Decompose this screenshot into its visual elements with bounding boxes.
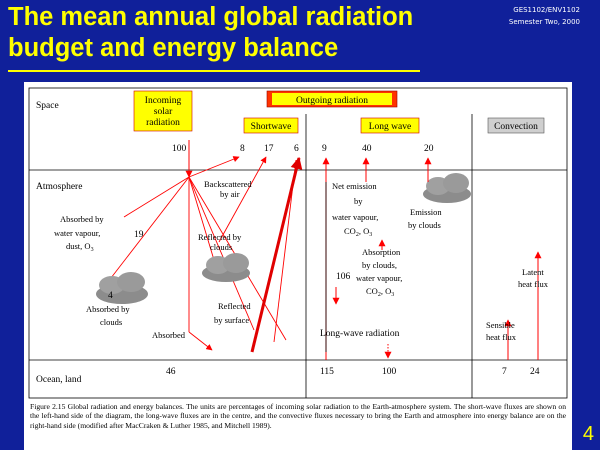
label-net-emission-4: CO2, O3 <box>344 226 372 238</box>
value-absorbed-surface: 46 <box>166 367 176 377</box>
label-absorbed-vapour-2: water vapour, <box>54 228 100 238</box>
title-line-2: budget and energy balance <box>8 34 339 62</box>
label-backscattered-2: by air <box>220 189 240 199</box>
incoming-box <box>133 90 193 132</box>
longwave-label: Long wave <box>369 122 411 132</box>
diagram-frame <box>28 87 568 399</box>
label-reflected-surface-1: Reflected <box>218 301 251 311</box>
convection-label: Convection <box>494 122 538 132</box>
value-sensible: 7 <box>502 367 507 377</box>
reflected-surface-arrow <box>250 156 303 353</box>
label-reflected-clouds-2: clouds <box>210 242 232 252</box>
value-incoming: 100 <box>172 144 187 154</box>
label-longwave-radiation: Long-wave radiation <box>320 329 400 339</box>
longwave-box <box>360 117 420 134</box>
label-backscattered-1: Backscattered <box>204 179 252 189</box>
label-absorption-3: water vapour, <box>356 273 402 283</box>
label-absorption-4: CO2, O3 <box>366 286 394 298</box>
figure-caption: Figure 2.15 Global radiation and energy … <box>30 402 566 430</box>
layer-ocean: Ocean, land <box>36 375 82 385</box>
value-reflected-clouds: 17 <box>264 144 274 154</box>
label-absorbed-clouds-1: Absorbed by <box>86 304 130 314</box>
label-absorbed-vapour-1: Absorbed by <box>60 214 104 224</box>
label-latent-2: heat flux <box>518 279 549 289</box>
shortwave-box <box>243 117 299 134</box>
title-underline <box>8 70 420 72</box>
cloud-right-icon <box>423 173 471 203</box>
slide-title: The mean annual global radiation budget … <box>8 2 488 64</box>
label-absorption-2: by clouds, <box>362 260 397 270</box>
energy-balance-diagram: Space Atmosphere Ocean, land Incoming so… <box>28 87 568 399</box>
course-code: GES1102/ENV1102 <box>513 6 580 14</box>
layer-space: Space <box>36 101 59 111</box>
value-lw-clouds: 20 <box>424 144 434 154</box>
label-absorbed-vapour-3: dust, O3 <box>66 241 94 253</box>
cloud-middle-icon <box>202 253 250 282</box>
label-absorbed-clouds-2: clouds <box>100 317 122 327</box>
label-reflected-surface-2: by surface <box>214 315 249 325</box>
value-absorbed-vapour: 19 <box>134 230 144 240</box>
label-absorption-1: Absorption <box>362 247 401 257</box>
label-absorbed: Absorbed <box>152 330 186 340</box>
title-line-1: The mean annual global radiation <box>8 3 414 31</box>
label-emission-clouds-1: Emission <box>410 207 442 217</box>
value-lw-absorbed: 106 <box>336 272 351 282</box>
page-number: 4 <box>582 423 594 445</box>
label-emission-clouds-2: by clouds <box>408 220 441 230</box>
outgoing-inner <box>272 93 392 105</box>
convection-box <box>487 117 545 134</box>
shortwave-fan <box>103 156 297 351</box>
label-sensible-2: heat flux <box>486 332 517 342</box>
value-reflected-surface: 6 <box>294 144 299 154</box>
diagram-panel: Space Atmosphere Ocean, land Incoming so… <box>24 82 572 450</box>
label-net-emission-3: water vapour, <box>332 212 378 222</box>
value-lw-escape: 9 <box>322 144 327 154</box>
value-lw-net: 40 <box>362 144 372 154</box>
shortwave-label: Shortwave <box>251 122 292 132</box>
label-latent-1: Latent <box>522 267 544 277</box>
semester-label: Semester Two, 2000 <box>508 18 580 26</box>
label-reflected-clouds-1: Reflected by <box>198 232 242 242</box>
label-sensible-1: Sensible <box>486 320 515 330</box>
value-absorbed-clouds: 4 <box>108 291 113 301</box>
layer-atmosphere: Atmosphere <box>36 182 82 192</box>
cloud-left-icon <box>96 272 148 304</box>
value-lw-down: 100 <box>382 367 397 377</box>
label-net-emission-2: by <box>354 196 363 206</box>
incoming-label-2: solar <box>154 107 173 117</box>
incoming-label-1: Incoming <box>145 96 182 106</box>
value-latent: 24 <box>530 367 540 377</box>
label-net-emission-1: Net emission <box>332 181 377 191</box>
outgoing-label: Outgoing radiation <box>296 96 368 106</box>
convection-arrows <box>504 251 542 360</box>
incoming-label-3: radiation <box>146 118 180 128</box>
value-backscatter: 8 <box>240 144 245 154</box>
value-lw-surface: 115 <box>320 367 334 377</box>
